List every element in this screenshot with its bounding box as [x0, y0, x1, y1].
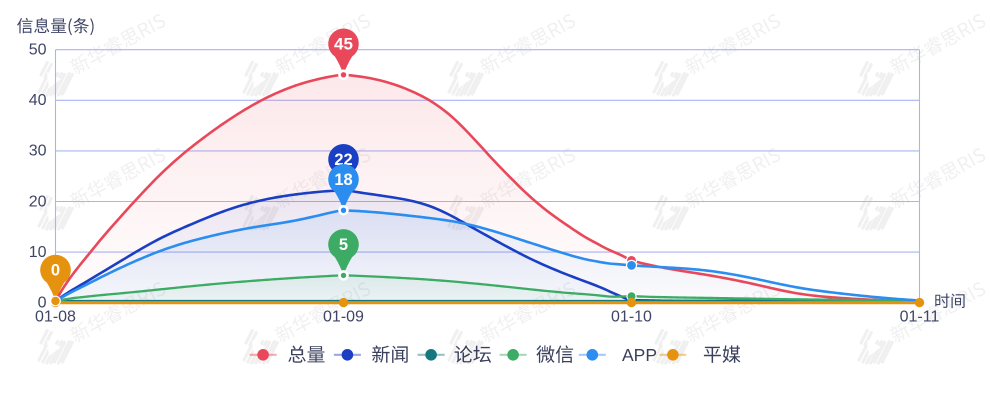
svg-text:22: 22	[334, 151, 352, 169]
svg-text:01-09: 01-09	[323, 309, 364, 326]
svg-text:0: 0	[38, 295, 47, 312]
svg-text:30: 30	[29, 143, 47, 160]
svg-text:01-10: 01-10	[611, 309, 652, 326]
svg-text:0: 0	[51, 262, 60, 280]
svg-text:50: 50	[29, 42, 47, 59]
svg-text:01-08: 01-08	[35, 309, 76, 326]
svg-text:18: 18	[334, 171, 352, 189]
svg-text:5: 5	[339, 236, 348, 254]
svg-text:20: 20	[29, 193, 47, 210]
svg-text:45: 45	[334, 34, 353, 53]
svg-text:40: 40	[29, 92, 47, 109]
svg-text:10: 10	[29, 244, 47, 261]
svg-text:01-11: 01-11	[900, 309, 940, 326]
svg-text:APP: APP	[622, 345, 657, 365]
